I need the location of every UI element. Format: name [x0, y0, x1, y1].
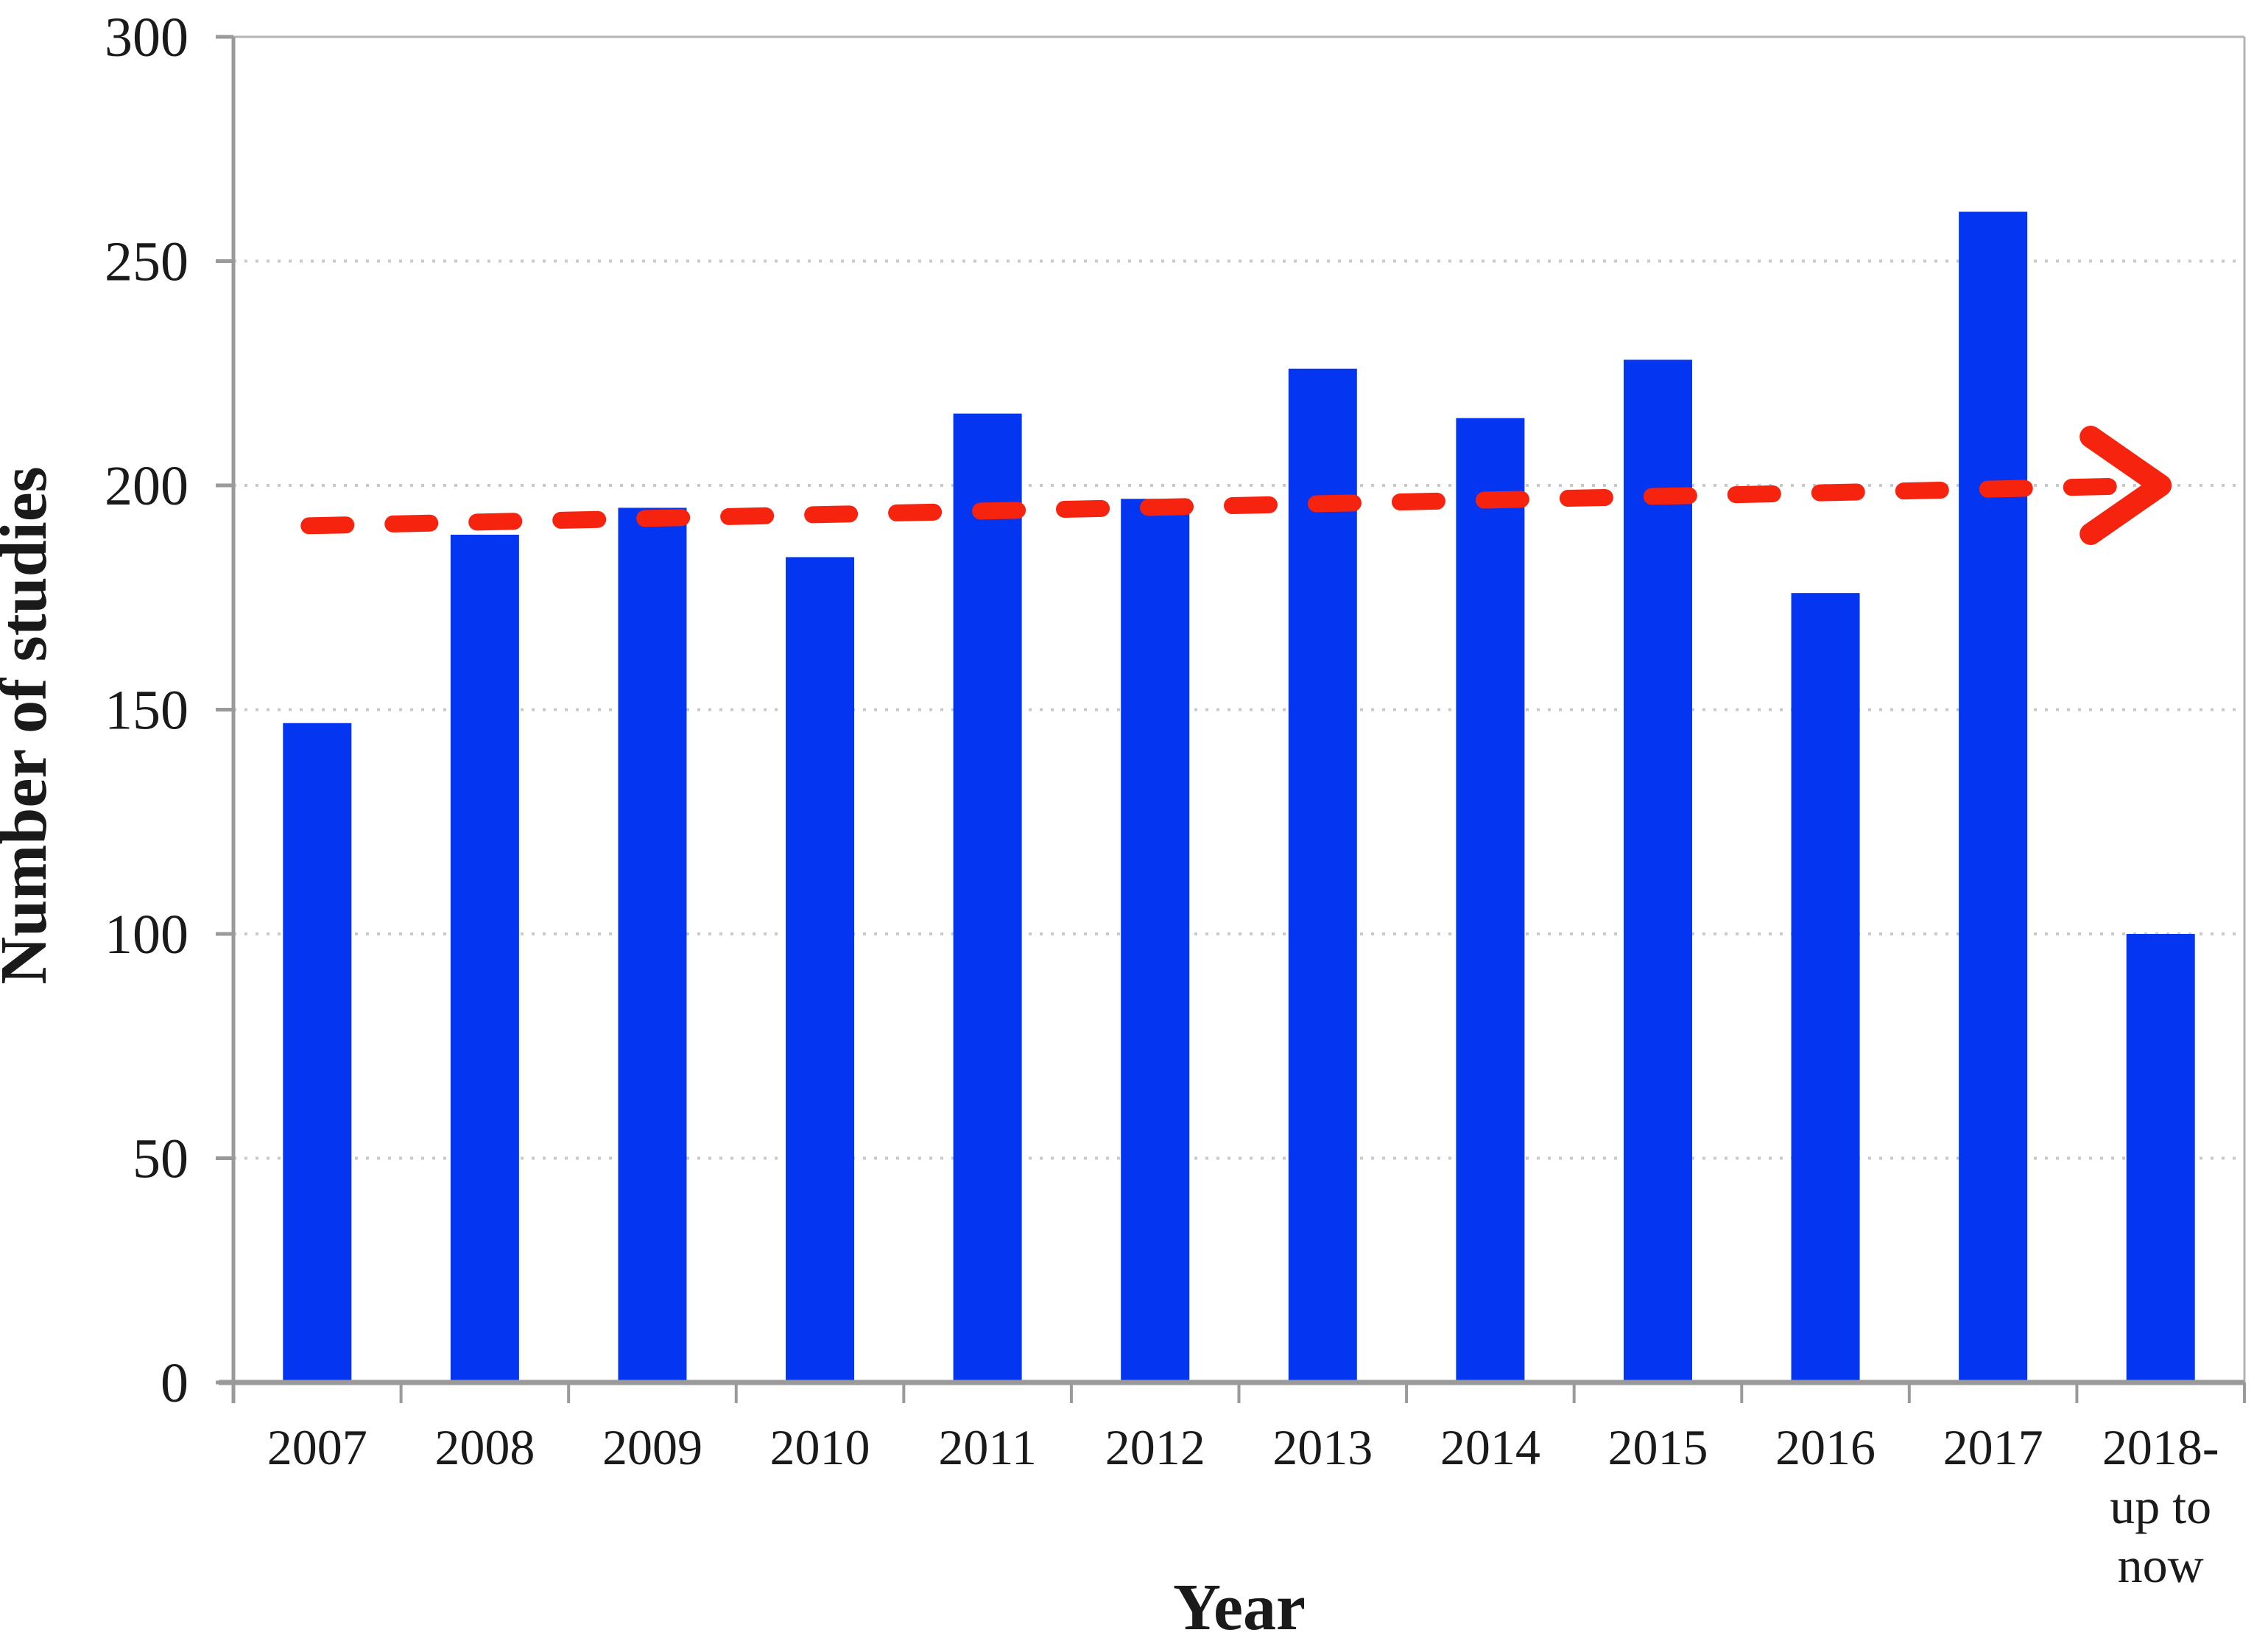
bar-2013: [1288, 368, 1357, 1382]
gridlines: [233, 259, 2244, 1160]
y-axis-title: Number of studies: [0, 466, 60, 984]
x-tick-label-2014: 2014: [1440, 1419, 1540, 1475]
x-axis-title: Year: [1173, 1571, 1306, 1641]
x-tick-label-2007: 2007: [267, 1419, 367, 1475]
x-tick-label-2015: 2015: [1607, 1419, 1708, 1475]
bar-2007: [283, 723, 352, 1382]
x-tick-label-2017: 2017: [1943, 1419, 2043, 1475]
y-tick-label-150: 150: [105, 680, 189, 742]
bar-2008: [450, 534, 519, 1382]
bars: [283, 211, 2195, 1383]
x-tick-label-2008: 2008: [434, 1419, 535, 1475]
bar-2018: [2126, 934, 2195, 1382]
bar-2016: [1791, 593, 1860, 1383]
bar-2012: [1121, 499, 1190, 1382]
trend-dashed-line: [300, 477, 2124, 535]
x-tick-label-2009: 2009: [602, 1419, 702, 1475]
trend-arrow-icon: [2079, 426, 2172, 545]
y-tick-label-300: 300: [105, 7, 189, 68]
bar-2014: [1456, 418, 1525, 1382]
bar-2010: [786, 557, 855, 1383]
bar-2015: [1623, 359, 1692, 1383]
trend-line: [300, 426, 2172, 545]
y-tick-labels: 0 50 100 150 200 250 300: [105, 7, 189, 1414]
y-tick-label-50: 50: [133, 1128, 189, 1190]
y-tick-label-250: 250: [105, 231, 189, 293]
x-tick-labels: 2007 2008 2009 2010 2011 2012 2013 2014 2015 2016…: [267, 1419, 2219, 1593]
bar-2017: [1959, 211, 2028, 1382]
x-tick-label-2018: 2018-up to now: [2102, 1419, 2219, 1593]
x-tick-label-2016: 2016: [1775, 1419, 1876, 1475]
y-tick-label-200: 200: [105, 455, 189, 517]
y-tick-label-0: 0: [161, 1352, 189, 1414]
axes: [216, 35, 2246, 1403]
y-tick-label-100: 100: [105, 904, 189, 966]
bar-2009: [618, 507, 687, 1383]
bar-2011: [953, 413, 1022, 1382]
x-tick-label-2011: 2011: [938, 1419, 1036, 1475]
plot-frame: [233, 35, 2246, 1382]
x-tick-label-2010: 2010: [770, 1419, 870, 1475]
x-tick-label-2013: 2013: [1272, 1419, 1373, 1475]
x-tick-label-2012: 2012: [1105, 1419, 1205, 1475]
